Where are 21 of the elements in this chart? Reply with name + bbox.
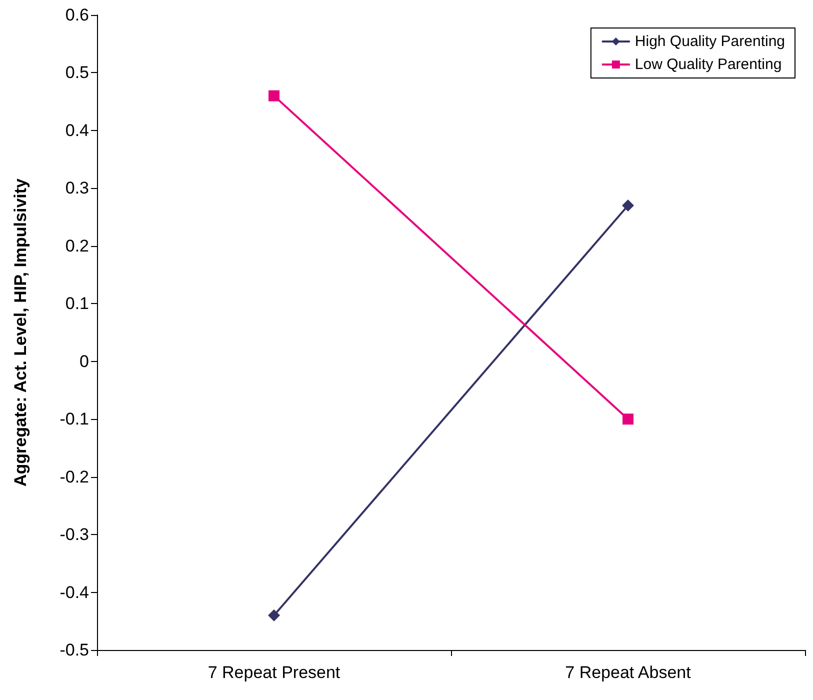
y-tick-label: 0.5: [65, 63, 89, 82]
y-tick-label: 0: [80, 352, 89, 371]
legend-label: Low Quality Parenting: [634, 56, 782, 73]
legend-label: High Quality Parenting: [634, 33, 786, 50]
y-axis-title: Aggregate: Act. Level, HIP, Impulsivity: [11, 178, 30, 486]
y-tick-label: -0.3: [60, 525, 89, 544]
x-tick-label: 7 Repeat Present: [208, 663, 340, 682]
y-tick-label: 0.4: [65, 120, 89, 140]
x-tick-label: 7 Repeat Absent: [565, 663, 692, 682]
y-tick-label: 0.6: [65, 6, 89, 24]
y-tick-label: 0.2: [65, 236, 89, 256]
point: [622, 200, 634, 212]
point: [622, 414, 634, 425]
y-tick-label: -0.4: [60, 582, 89, 602]
y-tick-label: 0.1: [65, 294, 89, 314]
point: [268, 90, 280, 102]
y-tick-label: 0.3: [65, 178, 89, 198]
y-tick-label: -0.2: [60, 467, 89, 486]
y-tick-label: -0.1: [60, 410, 89, 429]
y-tick-label: -0.5: [60, 640, 89, 660]
point: [268, 609, 280, 622]
